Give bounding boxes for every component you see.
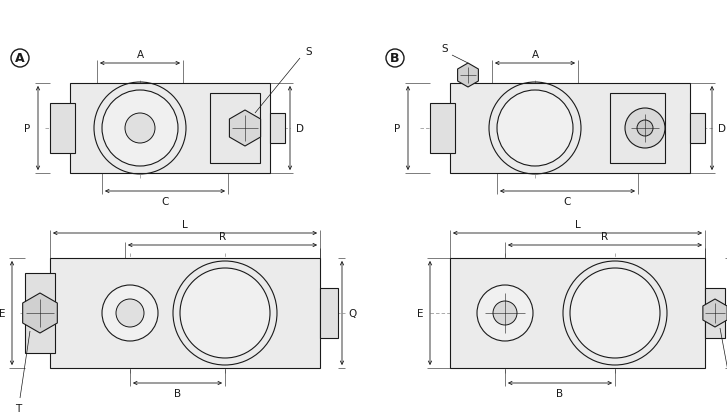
Text: C: C [161,197,169,206]
Text: E: E [417,308,423,318]
Circle shape [116,299,144,327]
Circle shape [477,285,533,341]
Circle shape [637,121,653,137]
Text: T: T [15,403,21,413]
Text: P: P [24,124,30,134]
Text: L: L [182,219,188,230]
Text: R: R [601,231,608,242]
Text: E: E [0,308,5,318]
Text: A: A [137,50,143,60]
Text: L: L [574,219,580,230]
Text: B: B [556,388,563,398]
Circle shape [570,268,660,358]
Circle shape [625,109,665,149]
Text: C: C [564,197,571,206]
Bar [270,114,285,144]
Polygon shape [23,293,57,333]
Text: Q: Q [348,308,356,318]
Polygon shape [703,299,727,327]
Bar [25,273,55,353]
Text: B: B [174,388,181,398]
Text: R: R [219,231,226,242]
Circle shape [493,301,517,325]
Text: A: A [15,52,25,65]
Bar [610,94,665,164]
Bar [320,288,338,338]
Polygon shape [457,64,478,88]
Circle shape [125,114,155,144]
Bar [690,114,705,144]
Text: A: A [531,50,539,60]
Bar [50,104,75,154]
Circle shape [102,91,178,166]
Bar [705,288,725,338]
Circle shape [497,91,573,166]
Text: P: P [394,124,400,134]
Circle shape [32,305,48,321]
Circle shape [237,121,253,137]
Polygon shape [230,111,260,147]
Bar [450,259,705,368]
Bar [50,259,320,368]
Circle shape [102,285,158,341]
Bar [210,94,260,164]
Text: D: D [718,124,726,134]
Circle shape [180,268,270,358]
Text: D: D [296,124,304,134]
Text: S: S [441,44,448,54]
Text: B: B [390,52,400,65]
Bar [430,104,455,154]
Bar [450,84,690,173]
Bar [70,84,270,173]
Text: S: S [305,47,312,57]
